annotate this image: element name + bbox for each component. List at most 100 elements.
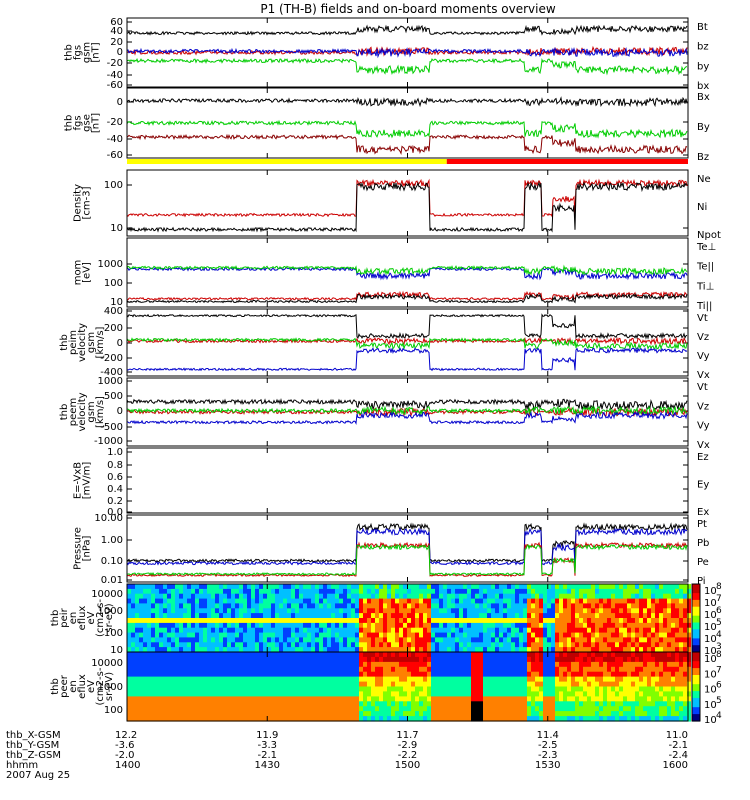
spectrogram-cell <box>607 676 611 683</box>
spectrogram-cell <box>127 666 131 673</box>
ytick-label: -1000 <box>94 436 123 447</box>
spectrogram-cell <box>563 637 567 643</box>
spectrogram-cell <box>595 593 599 600</box>
spectrogram-cell <box>131 696 135 702</box>
spectrogram-cell <box>351 608 355 614</box>
spectrogram-cell <box>299 613 303 619</box>
spectrogram-cell <box>339 701 343 707</box>
spectrogram-cell <box>639 706 643 712</box>
spectrogram-cell <box>239 666 243 673</box>
spectrogram-cell <box>651 593 655 600</box>
spectrogram-cell <box>239 716 243 722</box>
spectrogram-cell <box>551 613 555 619</box>
spectrogram-cell <box>623 676 627 683</box>
xaxis-value: 1530 <box>535 760 560 771</box>
spectrogram-cell <box>675 618 679 624</box>
spectrogram-cell <box>607 691 611 697</box>
spectrogram-cell <box>335 666 339 673</box>
spectrogram-cell <box>663 637 667 643</box>
ytick-label: 10.00 <box>94 513 123 524</box>
spectrogram-cell <box>563 613 567 619</box>
spectrogram-cell <box>627 701 631 707</box>
spectrogram-cell <box>383 637 387 643</box>
spectrogram-cell <box>427 622 431 629</box>
spectrogram-cell <box>251 716 255 722</box>
spectrogram-cell <box>611 603 615 609</box>
spectrogram-cell <box>299 627 303 634</box>
spectrogram-cell <box>603 608 607 614</box>
spectrogram-cell <box>343 671 347 678</box>
spectrogram-cell <box>387 711 391 717</box>
spectrogram-cell <box>239 603 243 609</box>
spectrogram-cell <box>195 642 199 648</box>
spectrogram-cell <box>679 656 683 663</box>
spectrogram-cell <box>579 671 583 678</box>
spectrogram-cell <box>627 666 631 673</box>
spectrogram-cell <box>599 637 603 643</box>
spectrogram-cell <box>567 671 571 678</box>
spectrogram-cell <box>307 701 311 707</box>
spectrogram-cell <box>663 666 667 673</box>
spectrogram-cell <box>643 588 647 595</box>
spectrogram-cell <box>411 696 415 702</box>
spectrogram-cell <box>551 598 555 605</box>
spectrogram-cell <box>655 632 659 639</box>
spectrogram-cell <box>355 598 359 605</box>
spectrogram-cell <box>319 603 323 609</box>
spectrogram-cell <box>171 584 175 590</box>
spectrogram-cell <box>159 686 163 692</box>
spectrogram-cell <box>515 603 519 609</box>
spectrogram-cell <box>543 652 547 658</box>
spectrogram-cell <box>279 627 283 634</box>
colorbar-cell <box>692 611 700 615</box>
spectrogram-cell <box>319 618 323 624</box>
spectrogram-cell <box>579 584 583 590</box>
spectrogram-cell <box>211 656 215 663</box>
spectrogram-cell <box>399 613 403 619</box>
spectrogram-cell <box>567 661 571 668</box>
spectrogram-cell <box>567 637 571 643</box>
spectrogram-cell <box>403 706 407 712</box>
spectrogram-cell <box>659 686 663 692</box>
spectrogram-cell <box>379 716 383 722</box>
ytick-label: 0.2 <box>107 496 123 507</box>
spectrogram-cell <box>207 706 211 712</box>
spectrogram-cell <box>363 618 367 624</box>
spectrogram-cell <box>403 632 407 639</box>
spectrogram-cell <box>399 627 403 634</box>
spectrogram-cell <box>643 691 647 697</box>
spectrogram-cell <box>627 706 631 712</box>
spectrogram-cell <box>303 676 307 683</box>
spectrogram-cell <box>615 632 619 639</box>
spectrogram-cell <box>423 691 427 697</box>
spectrogram-cell <box>607 666 611 673</box>
spectrogram-cell <box>591 666 595 673</box>
spectrogram-cell <box>383 696 387 702</box>
spectrogram-cell <box>259 622 263 629</box>
spectrogram-cell <box>139 656 143 663</box>
legend-peim_velocity: Vz <box>697 332 709 343</box>
spectrogram-cell <box>415 622 419 629</box>
spectrogram-cell <box>487 706 491 712</box>
spectrogram-cell <box>503 652 507 658</box>
spectrogram-cell <box>339 671 343 678</box>
colorbar-label: 10 <box>704 685 717 696</box>
spectrogram-cell <box>591 618 595 624</box>
spectrogram-cell <box>231 676 235 683</box>
spectrogram-cell <box>247 691 251 697</box>
spectrogram-cell <box>163 642 167 648</box>
spectrogram-cell <box>179 656 183 663</box>
spectrogram-cell <box>535 603 539 609</box>
spectrogram-cell <box>331 632 335 639</box>
spectrogram-cell <box>403 716 407 722</box>
spectrogram-cell <box>555 608 559 614</box>
spectrogram-cell <box>627 588 631 595</box>
spectrogram-cell <box>207 608 211 614</box>
spectrogram-cell <box>363 598 367 605</box>
spectrogram-cell <box>163 671 167 678</box>
spectrogram-cell <box>331 593 335 600</box>
spectrogram-cell <box>451 711 455 717</box>
spectrogram-cell <box>199 656 203 663</box>
spectrogram-cell <box>199 686 203 692</box>
spectrogram-cell <box>687 661 691 668</box>
